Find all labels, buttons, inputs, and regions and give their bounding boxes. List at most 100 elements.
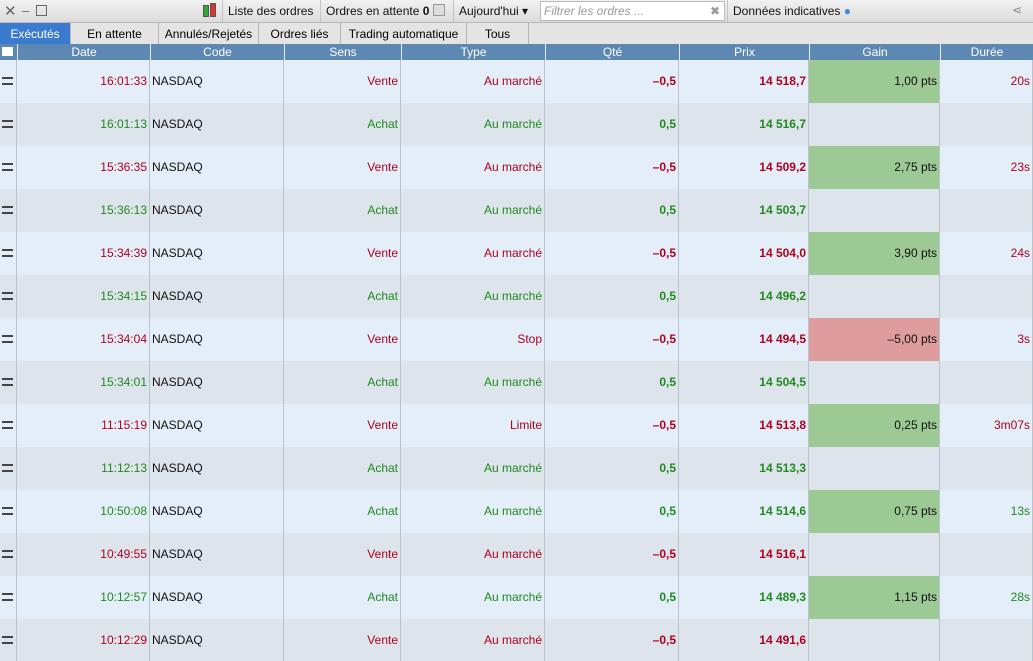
settings-icon[interactable] (2, 47, 13, 56)
order-row[interactable]: 11:12:13 NASDAQ Achat Au marché 0,5 14 513,3 (0, 447, 1033, 490)
divider (0, 189, 17, 232)
code-cell: NASDAQ (150, 447, 284, 490)
column-title[interactable]: Durée (940, 44, 1033, 60)
gain-cell: 3,90 pts (809, 232, 940, 275)
duration-cell: 24s (940, 232, 1033, 275)
price-cell: 14 491,6 (679, 619, 809, 661)
row-icon (2, 378, 13, 386)
close-icon[interactable]: ✕ (4, 3, 17, 20)
gain-cell (809, 361, 940, 404)
order-row[interactable]: 15:34:01 NASDAQ Achat Au marché 0,5 14 504,5 (0, 361, 1033, 404)
code-cell: NASDAQ (150, 490, 284, 533)
type-cell: Au marché (401, 619, 545, 661)
price-cell: 14 518,7 (679, 60, 809, 103)
minimize-icon[interactable]: – (22, 3, 30, 18)
column-header: Date Code Sens Type Qté Prix Gain Durée (0, 44, 1033, 60)
indicative-label: Données indicatives ● (727, 0, 1007, 22)
divider (0, 232, 17, 275)
tab[interactable]: Exécutés (0, 23, 71, 44)
date-cell: 15:34:04 (17, 318, 150, 361)
column-title[interactable]: Gain (809, 44, 940, 60)
orders-list-button[interactable]: Liste des ordres (222, 0, 320, 22)
order-row[interactable]: 15:36:13 NASDAQ Achat Au marché 0,5 14 503,7 (0, 189, 1033, 232)
type-cell: Au marché (401, 361, 545, 404)
code-cell: NASDAQ (150, 619, 284, 661)
duration-cell (940, 361, 1033, 404)
pending-orders-button[interactable]: Ordres en attente 0 (320, 0, 452, 22)
tab[interactable]: En attente (71, 23, 159, 44)
date-cell: 16:01:13 (17, 103, 150, 146)
column-title[interactable]: Sens (284, 44, 401, 60)
gain-cell: 0,75 pts (809, 490, 940, 533)
clear-icon[interactable]: ✖ (709, 4, 720, 18)
order-row[interactable]: 10:12:29 NASDAQ Vente Au marché –0,5 14 491,6 (0, 619, 1033, 661)
divider (0, 275, 17, 318)
qty-cell: 0,5 (545, 275, 679, 318)
type-cell: Au marché (401, 146, 545, 189)
label: Données indicatives (733, 4, 841, 18)
placeholder: Filtrer les ordres ... (544, 4, 645, 18)
label: Aujourd'hui (459, 4, 519, 18)
code-cell: NASDAQ (150, 275, 284, 318)
type-cell: Limite (401, 404, 545, 447)
type-cell: Stop (401, 318, 545, 361)
order-row[interactable]: 15:34:15 NASDAQ Achat Au marché 0,5 14 496,2 (0, 275, 1033, 318)
duration-cell (940, 189, 1033, 232)
divider (0, 619, 17, 661)
qty-cell: –0,5 (545, 318, 679, 361)
order-row[interactable]: 10:12:57 NASDAQ Achat Au marché 0,5 14 489,3 1… (0, 576, 1033, 619)
price-cell: 14 514,6 (679, 490, 809, 533)
date-cell: 16:01:33 (17, 60, 150, 103)
column-title[interactable]: Qté (545, 44, 679, 60)
gain-cell (809, 275, 940, 318)
tab[interactable]: Tous (467, 23, 529, 44)
price-cell: 14 496,2 (679, 275, 809, 318)
code-cell: NASDAQ (150, 103, 284, 146)
qty-cell: 0,5 (545, 361, 679, 404)
filter-input[interactable]: Filtrer les ordres ... ✖ (540, 1, 725, 21)
row-icon (2, 163, 13, 171)
order-row[interactable]: 11:15:19 NASDAQ Vente Limite –0,5 14 513,8 0,2… (0, 404, 1033, 447)
order-row[interactable]: 16:01:33 NASDAQ Vente Au marché –0,5 14 518,7… (0, 60, 1033, 103)
order-row[interactable]: 10:49:55 NASDAQ Vente Au marché –0,5 14 516,1 (0, 533, 1033, 576)
order-row[interactable]: 15:36:35 NASDAQ Vente Au marché –0,5 14 509,2… (0, 146, 1033, 189)
code-cell: NASDAQ (150, 189, 284, 232)
share-icon[interactable]: ⋖ (1012, 3, 1023, 17)
column-title[interactable]: Date (17, 44, 150, 60)
side-cell: Achat (284, 189, 401, 232)
duration-cell: 23s (940, 146, 1033, 189)
side-cell: Vente (284, 146, 401, 189)
maximize-icon[interactable] (36, 5, 47, 16)
order-row[interactable]: 16:01:13 NASDAQ Achat Au marché 0,5 14 516,7 (0, 103, 1033, 146)
order-row[interactable]: 10:50:08 NASDAQ Achat Au marché 0,5 14 514,6 0… (0, 490, 1033, 533)
price-cell: 14 509,2 (679, 146, 809, 189)
row-icon (2, 464, 13, 472)
duration-cell: 3s (940, 318, 1033, 361)
column-title[interactable]: Prix (679, 44, 809, 60)
row-icon (2, 335, 13, 343)
qty-cell: –0,5 (545, 619, 679, 661)
side-cell: Vente (284, 533, 401, 576)
tab[interactable]: Annulés/Rejetés (159, 23, 259, 44)
column-title[interactable]: Code (150, 44, 284, 60)
date-cell: 10:12:57 (17, 576, 150, 619)
order-row[interactable]: 15:34:39 NASDAQ Vente Au marché –0,5 14 504,0… (0, 232, 1033, 275)
price-cell: 14 504,5 (679, 361, 809, 404)
gain-cell: 0,25 pts (809, 404, 940, 447)
type-cell: Au marché (401, 275, 545, 318)
date-cell: 11:12:13 (17, 447, 150, 490)
divider (0, 447, 17, 490)
tab[interactable]: Trading automatique (341, 23, 467, 44)
tab[interactable]: Ordres liés (259, 23, 341, 44)
side-cell: Achat (284, 103, 401, 146)
column-title[interactable]: Type (401, 44, 545, 60)
duration-cell (940, 103, 1033, 146)
order-row[interactable]: 15:34:04 NASDAQ Vente Stop –0,5 14 494,5 –5,00… (0, 318, 1033, 361)
qty-cell: –0,5 (545, 404, 679, 447)
qty-cell: –0,5 (545, 533, 679, 576)
gain-cell (809, 103, 940, 146)
period-dropdown[interactable]: Aujourd'hui ▾ (453, 0, 537, 22)
row-icon (2, 636, 13, 644)
side-cell: Vente (284, 60, 401, 103)
clear-icon[interactable] (432, 4, 445, 16)
